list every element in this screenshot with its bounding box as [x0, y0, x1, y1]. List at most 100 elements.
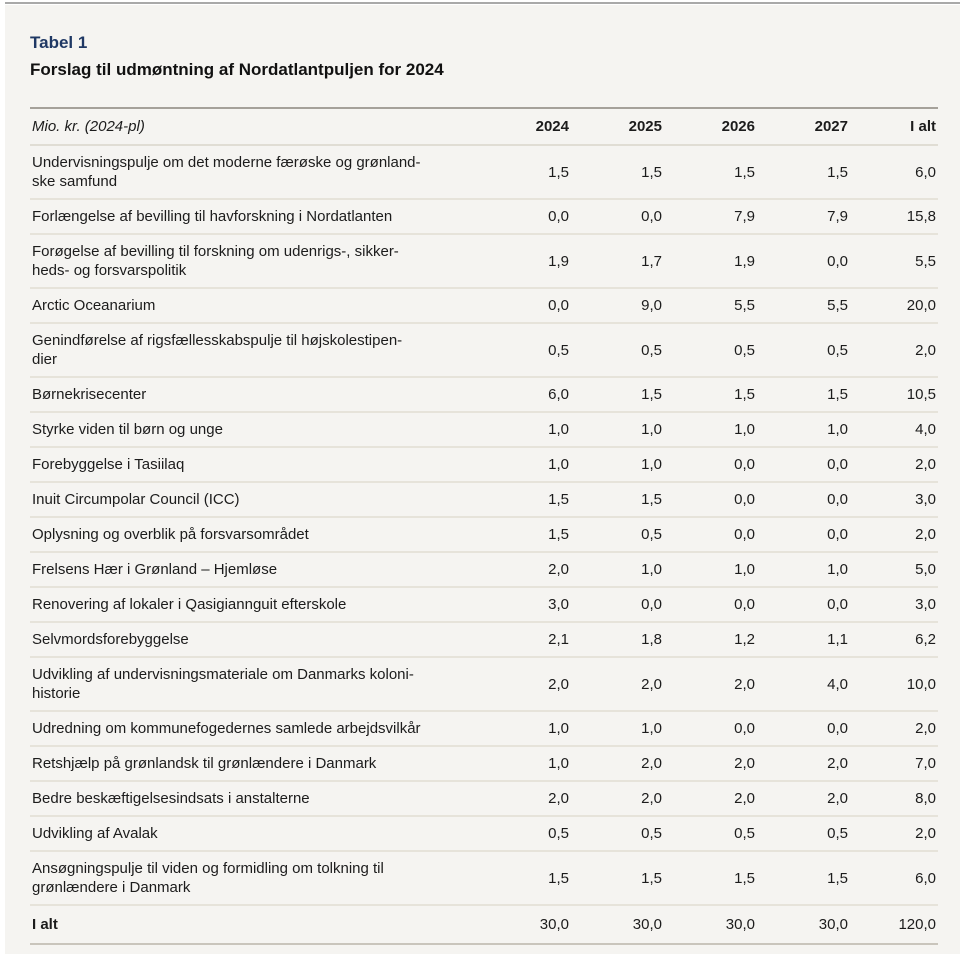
- table-row: Ansøgningspulje til viden og formidling …: [30, 851, 938, 906]
- row-value-2025: 0,5: [571, 517, 664, 553]
- row-value-2025: 1,0: [571, 447, 664, 483]
- row-value-ialt: 2,0: [850, 517, 938, 553]
- table-row: Forlængelse af bevilling til havforsknin…: [30, 199, 938, 235]
- row-label: Selvmordsforebyggelse: [30, 622, 478, 658]
- row-value-2024: 2,0: [478, 552, 571, 588]
- row-value-2026: 0,0: [664, 517, 757, 553]
- row-value-2026: 5,5: [664, 288, 757, 324]
- row-value-2027: 2,0: [757, 781, 850, 817]
- table-row: Bedre beskæftigelsesindsats i anstaltern…: [30, 781, 938, 817]
- row-value-2024: 0,0: [478, 288, 571, 324]
- row-value-2026: 1,0: [664, 552, 757, 588]
- total-row-label: I alt: [30, 905, 478, 945]
- row-value-2026: 7,9: [664, 199, 757, 235]
- row-value-2026: 0,5: [664, 816, 757, 852]
- total-value-2025: 30,0: [571, 905, 664, 945]
- column-header-2025: 2025: [571, 107, 664, 146]
- row-value-2025: 1,7: [571, 234, 664, 289]
- row-value-ialt: 10,5: [850, 377, 938, 413]
- row-label: Udvikling af undervisningsmateriale om D…: [30, 657, 478, 712]
- row-value-ialt: 6,0: [850, 851, 938, 906]
- row-value-2026: 1,5: [664, 377, 757, 413]
- row-value-2024: 1,5: [478, 851, 571, 906]
- row-value-2026: 2,0: [664, 746, 757, 782]
- page-top-rule: [5, 2, 960, 4]
- row-value-2027: 7,9: [757, 199, 850, 235]
- row-value-2027: 0,0: [757, 587, 850, 623]
- row-label: Undervisningspulje om det moderne færøsk…: [30, 145, 478, 200]
- row-value-2024: 0,5: [478, 816, 571, 852]
- row-value-2027: 0,5: [757, 323, 850, 378]
- row-value-2027: 1,5: [757, 377, 850, 413]
- row-label: Forøgelse af bevilling til forskning om …: [30, 234, 478, 289]
- row-value-2025: 9,0: [571, 288, 664, 324]
- row-value-ialt: 6,2: [850, 622, 938, 658]
- row-value-2026: 0,0: [664, 711, 757, 747]
- row-value-2025: 1,0: [571, 711, 664, 747]
- row-value-2025: 2,0: [571, 657, 664, 712]
- row-value-2024: 1,5: [478, 482, 571, 518]
- row-value-2026: 1,0: [664, 412, 757, 448]
- row-value-2026: 1,9: [664, 234, 757, 289]
- row-value-2027: 1,0: [757, 552, 850, 588]
- row-value-2027: 1,1: [757, 622, 850, 658]
- total-value-2027: 30,0: [757, 905, 850, 945]
- row-value-2024: 2,0: [478, 657, 571, 712]
- row-value-2025: 0,5: [571, 816, 664, 852]
- table-body: Undervisningspulje om det moderne færøsk…: [30, 145, 938, 906]
- column-header-unit: Mio. kr. (2024-pl): [30, 107, 478, 146]
- row-value-2026: 0,5: [664, 323, 757, 378]
- row-label: Arctic Oceanarium: [30, 288, 478, 324]
- row-value-2026: 0,0: [664, 587, 757, 623]
- column-header-2027: 2027: [757, 107, 850, 146]
- row-value-2024: 1,0: [478, 412, 571, 448]
- page-title: Forslag til udmøntning af Nordatlantpulj…: [30, 60, 444, 79]
- row-value-2024: 6,0: [478, 377, 571, 413]
- row-value-2024: 0,0: [478, 199, 571, 235]
- row-label: Oplysning og overblik på forsvarsområdet: [30, 517, 478, 553]
- row-value-2026: 1,5: [664, 145, 757, 200]
- row-value-ialt: 8,0: [850, 781, 938, 817]
- row-value-2024: 1,0: [478, 711, 571, 747]
- row-value-2025: 1,0: [571, 412, 664, 448]
- row-value-ialt: 2,0: [850, 816, 938, 852]
- table-header-row: Mio. kr. (2024-pl) 2024 2025 2026 2027 I…: [30, 107, 938, 146]
- row-value-2027: 1,5: [757, 145, 850, 200]
- row-value-2027: 4,0: [757, 657, 850, 712]
- table-row: Forebyggelse i Tasiilaq 1,0 1,0 0,0 0,0 …: [30, 447, 938, 483]
- row-value-2026: 2,0: [664, 657, 757, 712]
- total-value-2024: 30,0: [478, 905, 571, 945]
- row-value-2027: 5,5: [757, 288, 850, 324]
- row-value-2027: 1,5: [757, 851, 850, 906]
- row-value-2026: 2,0: [664, 781, 757, 817]
- column-header-total: I alt: [850, 107, 938, 146]
- table-row: Forøgelse af bevilling til forskning om …: [30, 234, 938, 289]
- row-label: Ansøgningspulje til viden og formidling …: [30, 851, 478, 906]
- total-value-2026: 30,0: [664, 905, 757, 945]
- row-value-2025: 1,8: [571, 622, 664, 658]
- budget-table: Mio. kr. (2024-pl) 2024 2025 2026 2027 I…: [30, 107, 938, 945]
- row-label: Udvikling af Avalak: [30, 816, 478, 852]
- row-value-2025: 1,0: [571, 552, 664, 588]
- row-value-2025: 1,5: [571, 145, 664, 200]
- table-row: Styrke viden til børn og unge 1,0 1,0 1,…: [30, 412, 938, 448]
- row-label: Genindførelse af rigsfællesskabspulje ti…: [30, 323, 478, 378]
- row-label: Frelsens Hær i Grønland – Hjemløse: [30, 552, 478, 588]
- row-value-ialt: 2,0: [850, 447, 938, 483]
- row-value-2024: 1,5: [478, 145, 571, 200]
- table-row: Udredning om kommunefogedernes samlede a…: [30, 711, 938, 747]
- row-value-2027: 1,0: [757, 412, 850, 448]
- table-row: Renovering af lokaler i Qasigiannguit ef…: [30, 587, 938, 623]
- table-row: Frelsens Hær i Grønland – Hjemløse 2,0 1…: [30, 552, 938, 588]
- table-row: Arctic Oceanarium 0,0 9,0 5,5 5,5 20,0: [30, 288, 938, 324]
- row-value-2026: 0,0: [664, 482, 757, 518]
- row-label: Forlængelse af bevilling til havforsknin…: [30, 199, 478, 235]
- row-value-ialt: 3,0: [850, 482, 938, 518]
- row-value-ialt: 6,0: [850, 145, 938, 200]
- row-label: Børnekrisecenter: [30, 377, 478, 413]
- row-value-2026: 0,0: [664, 447, 757, 483]
- row-value-2025: 0,5: [571, 323, 664, 378]
- row-label: Udredning om kommunefogedernes samlede a…: [30, 711, 478, 747]
- row-value-2024: 1,5: [478, 517, 571, 553]
- row-value-ialt: 5,5: [850, 234, 938, 289]
